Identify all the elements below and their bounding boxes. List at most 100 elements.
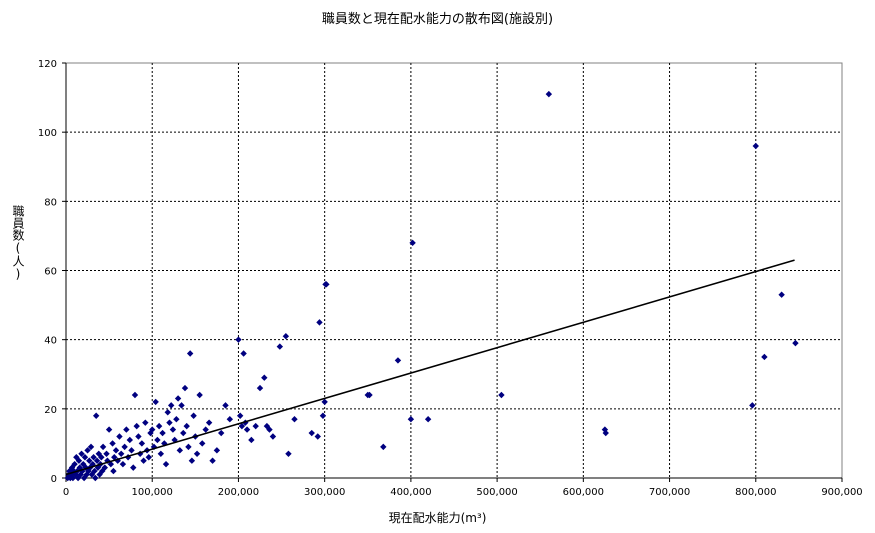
data-point	[75, 457, 83, 464]
data-point	[545, 90, 553, 98]
data-point	[180, 429, 187, 437]
x-tick-label: 100,000	[132, 487, 173, 498]
data-point	[95, 450, 102, 457]
x-tick-label: 800,000	[735, 487, 776, 498]
data-point	[235, 336, 242, 343]
y-tick-label: 100	[38, 128, 57, 139]
trendline	[65, 259, 795, 476]
x-tick-label: 200,000	[218, 487, 259, 498]
y-tick-labels: 0 20 40 60 80 100 120	[38, 59, 66, 485]
data-point	[128, 447, 135, 454]
data-point	[92, 474, 99, 482]
data-point	[276, 343, 284, 350]
data-point	[93, 457, 101, 464]
data-point	[291, 416, 298, 423]
data-point	[164, 409, 171, 416]
data-point	[111, 454, 118, 461]
data-point	[183, 422, 190, 430]
data-point	[78, 450, 85, 457]
data-point	[101, 464, 108, 471]
data-point	[142, 419, 149, 426]
data-point	[138, 440, 146, 447]
data-point	[323, 281, 330, 288]
data-point	[407, 416, 415, 423]
data-point	[248, 436, 255, 444]
data-point	[98, 454, 105, 461]
data-point	[123, 426, 130, 433]
data-point	[119, 460, 127, 468]
data-point	[498, 391, 505, 399]
data-point	[308, 429, 315, 437]
data-point	[185, 443, 192, 451]
data-point	[602, 429, 609, 437]
data-point	[205, 419, 213, 426]
data-point	[321, 398, 328, 406]
data-point	[154, 436, 161, 444]
data-point	[112, 447, 120, 454]
data-point	[240, 350, 247, 357]
data-point	[366, 391, 373, 399]
data-point	[209, 457, 216, 464]
data-point	[169, 426, 177, 433]
y-tick-label: 20	[44, 405, 57, 416]
data-point	[159, 429, 166, 437]
data-point	[126, 436, 134, 444]
data-point	[319, 412, 327, 419]
data-point	[140, 457, 147, 464]
data-point	[282, 333, 290, 340]
data-point	[394, 357, 402, 364]
y-tick-label: 120	[38, 59, 57, 70]
x-tick-label: 400,000	[390, 487, 431, 498]
data-point	[135, 433, 142, 440]
data-point	[199, 440, 206, 447]
data-point	[236, 412, 244, 419]
data-point	[81, 454, 89, 461]
data-point	[266, 426, 273, 433]
data-point	[749, 402, 756, 409]
data-point	[90, 454, 97, 461]
data-point	[196, 391, 203, 399]
data-point	[202, 426, 209, 433]
grid-lines	[66, 63, 842, 478]
data-point	[91, 467, 98, 475]
data-point	[130, 464, 137, 471]
data-point	[157, 450, 165, 457]
data-point	[155, 422, 163, 430]
data-point	[173, 416, 180, 423]
data-point	[778, 291, 785, 298]
x-tick-label: 700,000	[649, 487, 690, 498]
data-point	[176, 447, 184, 454]
trendline-group	[65, 259, 795, 476]
data-point	[314, 433, 321, 440]
data-point	[174, 395, 182, 402]
data-point	[87, 443, 95, 451]
data-point	[71, 460, 78, 468]
chart-title: 職員数と現在配水能力の散布図(施設別)	[321, 12, 554, 27]
data-point	[252, 422, 259, 430]
data-point	[99, 443, 107, 451]
data-point	[256, 384, 264, 392]
data-point	[68, 464, 76, 471]
data-point	[110, 467, 117, 475]
y-tick-label: 80	[44, 197, 57, 208]
data-point	[181, 384, 189, 392]
data-point	[145, 454, 152, 461]
data-point	[238, 422, 246, 430]
data-point	[133, 422, 140, 430]
data-point	[752, 142, 759, 150]
data-point	[424, 416, 432, 423]
data-point	[121, 443, 128, 451]
y-tick-label: 60	[44, 267, 57, 278]
data-point	[761, 353, 768, 361]
data-point	[261, 374, 268, 381]
data-point	[316, 319, 323, 326]
data-point	[109, 440, 116, 447]
x-tick-labels: 0 100,000 200,000 300,000 400,000 500,000 600,…	[63, 478, 863, 498]
y-tick-label: 40	[44, 336, 57, 347]
data-point	[285, 450, 292, 457]
data-point	[222, 402, 229, 409]
data-point	[167, 402, 175, 409]
data-point	[92, 412, 100, 419]
data-point	[117, 450, 125, 457]
